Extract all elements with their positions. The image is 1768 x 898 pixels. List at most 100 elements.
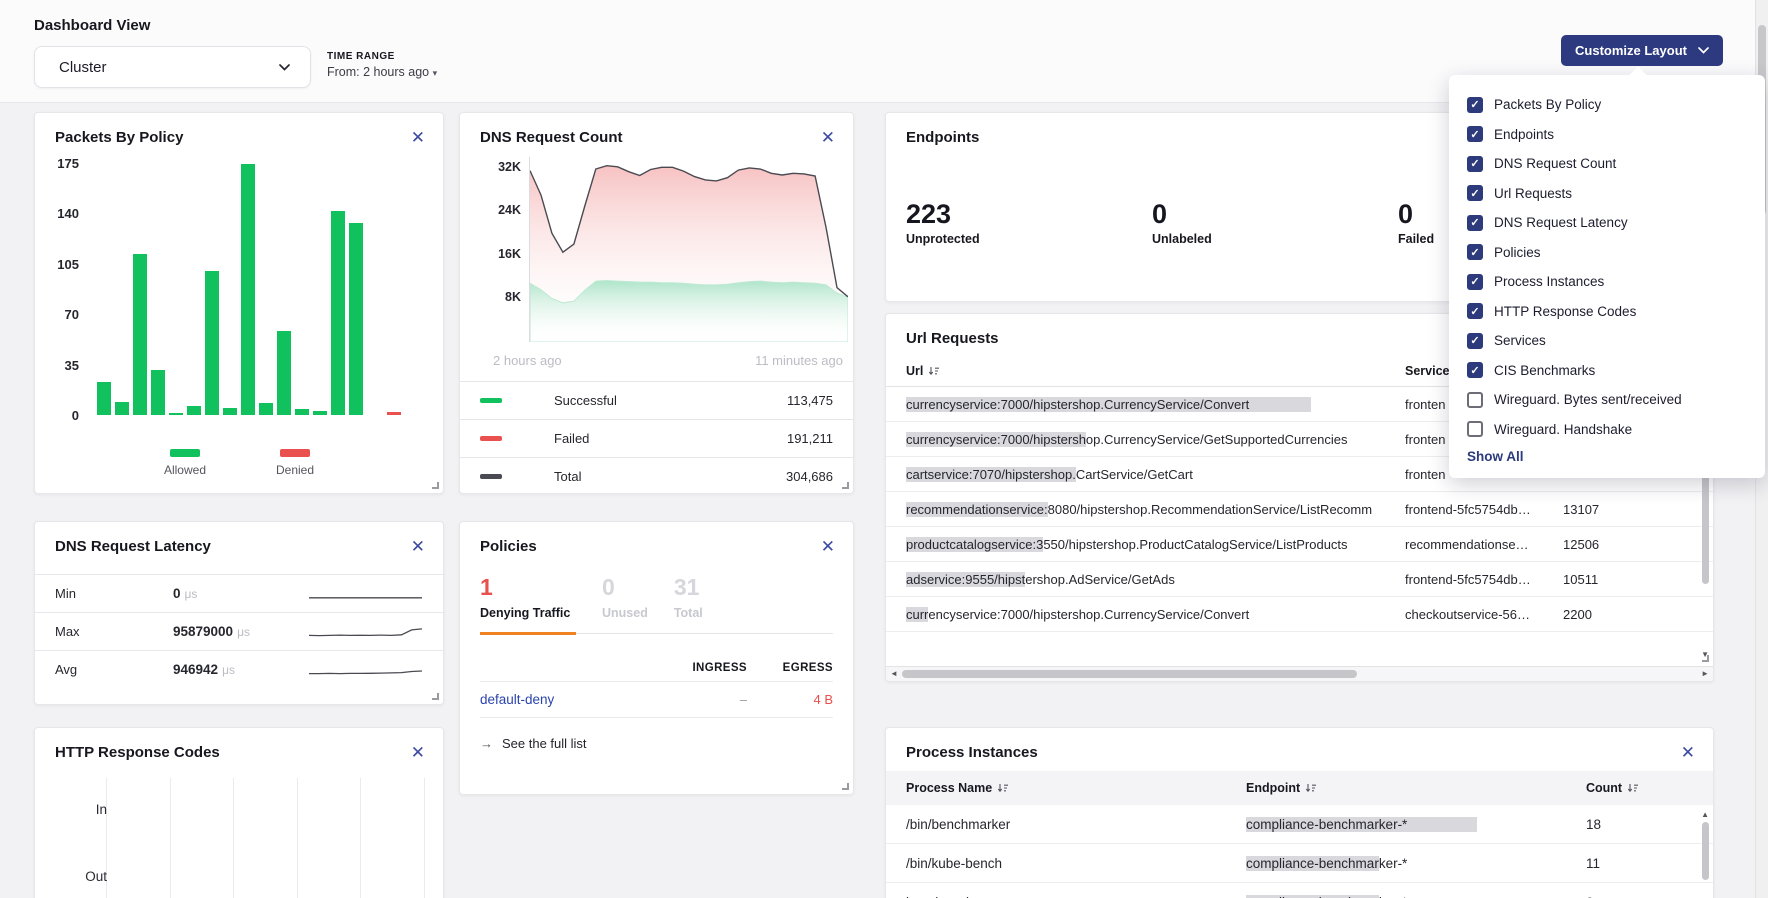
table-row[interactable]: productcatalogservice:3550/hipstershop.P… [886,527,1713,562]
close-icon[interactable]: ✕ [410,743,425,762]
legend-value: 113,475 [786,393,833,408]
column-header-process-name[interactable]: Process Name [906,781,1246,795]
close-icon[interactable]: ✕ [820,537,835,556]
menu-item-wireguard-handshake[interactable]: Wireguard. Handshake [1467,415,1747,445]
table-row[interactable]: /bin/benchmarker compliance-benchmarker-*… [886,805,1713,844]
checkbox-checked-icon[interactable]: ✓ [1467,273,1483,290]
bar-allowed [133,253,147,415]
menu-item-packets-by-policy[interactable]: ✓ Packets By Policy [1467,90,1747,120]
legend-swatch [480,436,502,441]
menu-item-label: DNS Request Count [1494,156,1617,172]
sort-icon [1627,784,1639,793]
url-cell: adservice:9555/hipstershop.AdService/Get… [906,571,1405,587]
close-icon[interactable]: ✕ [820,128,835,147]
service-cell: fronten [1405,396,1446,412]
column-header-url[interactable]: Url [906,364,1405,378]
menu-item-wireguard-bytes-sent-received[interactable]: Wireguard. Bytes sent/received [1467,385,1747,415]
table-row[interactable]: recommendationservice:8080/hipstershop.R… [886,492,1713,527]
close-icon[interactable]: ✕ [1680,743,1695,762]
resize-handle-icon[interactable] [842,482,849,489]
checkbox-checked-icon[interactable]: ✓ [1467,332,1483,349]
bar-denied [387,412,401,415]
table-header-row: INGRESS EGRESS [480,655,833,681]
menu-item-http-response-codes[interactable]: ✓ HTTP Response Codes [1467,297,1747,327]
menu-item-url-requests[interactable]: ✓ Url Requests [1467,179,1747,209]
checkbox-checked-icon[interactable]: ✓ [1467,155,1483,172]
checkbox-checked-icon[interactable]: ✓ [1467,185,1483,202]
row-label-out: Out [85,869,107,884]
policy-name-link[interactable]: default-deny [480,692,555,707]
resize-handle-icon[interactable] [842,783,849,790]
customize-layout-button[interactable]: Customize Layout [1561,35,1723,66]
close-icon[interactable]: ✕ [410,128,425,147]
legend-row[interactable]: Total 304,686 [460,457,853,495]
menu-item-endpoints[interactable]: ✓ Endpoints [1467,120,1747,150]
table-row[interactable]: currencyservice:7000/hipstershop.Currenc… [886,422,1713,457]
scroll-down-arrow-icon[interactable]: ▼ [1701,650,1709,659]
chevron-down-icon [279,63,290,71]
scroll-right-arrow-icon[interactable]: ► [1701,669,1709,678]
menu-item-label: Services [1494,333,1546,349]
menu-item-dns-request-latency[interactable]: ✓ DNS Request Latency [1467,208,1747,238]
table-row[interactable]: currencyservice:7000/hipstershop.Currenc… [886,387,1713,422]
checkbox-checked-icon[interactable]: ✓ [1467,303,1483,320]
menu-item-process-instances[interactable]: ✓ Process Instances [1467,267,1747,297]
policies-tab-total[interactable]: 31 Total [674,574,703,633]
table-horizontal-scrollbar-thumb[interactable] [902,670,1357,678]
stat-label: Failed [1398,232,1435,246]
scroll-up-arrow-icon[interactable]: ▲ [1701,810,1709,819]
process-name-cell: /bin/benchmarker [906,816,1011,832]
sparkline-chart [309,669,423,674]
tab-count: 31 [673,574,700,600]
table-row[interactable]: /bin/kube-bench compliance-benchmarker-* 1… [886,844,1713,883]
top-bar: Dashboard View Cluster TIME RANGE From: … [0,0,1768,103]
show-all-link[interactable]: Show All [1467,449,1524,464]
menu-item-cis-benchmarks[interactable]: ✓ CIS Benchmarks [1467,356,1747,386]
resize-handle-icon[interactable] [432,693,439,700]
legend-row[interactable]: Failed 191,211 [460,419,853,457]
chevron-down-icon: ▾ [432,68,438,78]
bar-allowed [151,370,165,415]
view-select[interactable]: Cluster [34,46,311,88]
stat-value: 0 [1152,199,1168,229]
column-header-count[interactable]: Count [1586,781,1693,795]
column-header-service[interactable]: Service [1405,363,1450,378]
scroll-left-arrow-icon[interactable]: ◄ [890,669,898,678]
column-header-endpoint[interactable]: Endpoint [1246,781,1586,795]
menu-item-services[interactable]: ✓ Services [1467,326,1747,356]
close-icon[interactable]: ✕ [410,537,425,556]
table-vertical-scrollbar-thumb[interactable] [1702,822,1709,880]
table-row[interactable]: adservice:9555/hipstershop.AdService/Get… [886,562,1713,597]
table-body: /bin/benchmarker compliance-benchmarker-*… [886,805,1713,898]
menu-item-dns-request-count[interactable]: ✓ DNS Request Count [1467,149,1747,179]
row-label-in: In [95,802,107,817]
legend-row[interactable]: Successful 113,475 [460,381,853,419]
time-range-label: TIME RANGE [327,51,395,62]
table-horizontal-scrollbar[interactable]: ◄ ► [886,666,1713,681]
checkbox-checked-icon[interactable]: ✓ [1467,362,1483,379]
checkbox-unchecked-icon[interactable] [1467,391,1483,408]
see-full-list-link[interactable]: → See the full list [480,736,587,751]
resize-handle-icon[interactable] [1702,655,1709,662]
time-range-value[interactable]: From: 2 hours ago ▾ [327,65,438,79]
checkbox-checked-icon[interactable]: ✓ [1467,244,1483,261]
resize-handle-icon[interactable] [432,482,439,489]
table-vertical-scrollbar-thumb[interactable] [1702,434,1709,584]
table-row[interactable]: cartservice:7070/hipstershop.CartService… [886,457,1713,492]
highlighted-text: compliance-benchmarker-* [1246,816,1478,832]
service-cell: recommendationse… [1405,536,1529,552]
table-row[interactable]: currencyservice:7000/hipstershop.Currenc… [886,597,1713,632]
checkbox-checked-icon[interactable]: ✓ [1467,96,1483,113]
checkbox-unchecked-icon[interactable] [1467,421,1483,438]
checkbox-checked-icon[interactable]: ✓ [1467,214,1483,231]
policies-tab-unused[interactable]: 0 Unused [602,574,648,633]
card-title: Policies [480,538,537,555]
checkbox-checked-icon[interactable]: ✓ [1467,126,1483,143]
latency-unit: μs [222,662,235,677]
sparkline-chart [308,627,423,636]
y-tick-label: 175 [57,156,79,171]
menu-item-policies[interactable]: ✓ Policies [1467,238,1747,268]
count-cell: 11 [1586,855,1601,871]
policies-tab-denying-traffic[interactable]: 1 Denying Traffic [480,574,576,635]
